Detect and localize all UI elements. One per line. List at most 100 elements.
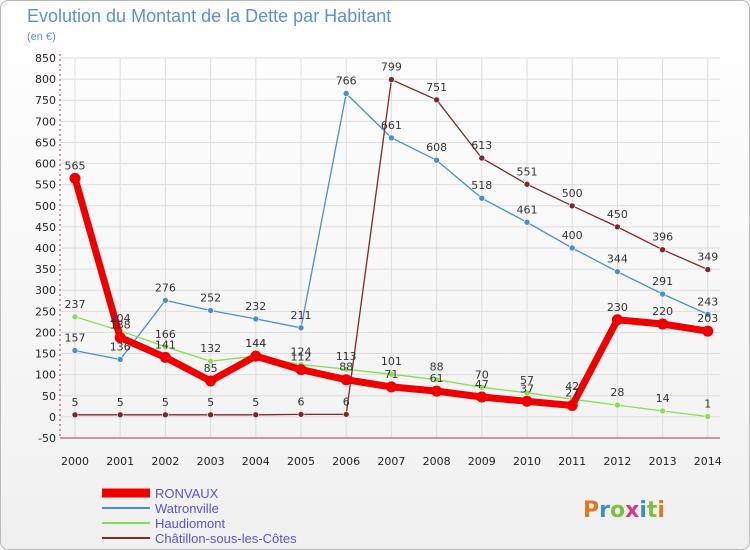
data-point-haudiomont [342, 365, 350, 373]
x-tick-label: 2004 [242, 455, 270, 468]
data-point-ronvaux [295, 364, 307, 376]
data-point-ch-tillon-sous-les-c-tes [704, 266, 712, 273]
data-point-ronvaux [385, 381, 397, 393]
x-tick-label: 2008 [423, 455, 451, 468]
data-point-watronville [297, 324, 305, 332]
data-label-watronville: 661 [381, 119, 402, 132]
data-label-watronville: 243 [697, 295, 718, 308]
x-tick-label: 2002 [151, 455, 179, 468]
data-label-ronvaux: 188 [110, 319, 131, 332]
y-tick-label: 600 [35, 158, 56, 171]
data-label-haudiomont: 144 [245, 337, 266, 350]
data-label-ronvaux: 565 [65, 159, 86, 172]
data-point-ronvaux [340, 374, 352, 386]
data-label-watronville: 136 [110, 340, 131, 353]
y-tick-label: 150 [35, 348, 56, 361]
data-label-haudiomont: 14 [656, 392, 670, 405]
data-label-ch-tillon-sous-les-c-tes: 5 [162, 396, 169, 409]
data-label-ronvaux: 88 [339, 361, 353, 374]
data-point-watronville [614, 268, 621, 275]
data-label-ch-tillon-sous-les-c-tes: 799 [381, 61, 402, 74]
data-point-watronville [116, 356, 124, 363]
data-label-watronville: 252 [200, 291, 221, 304]
data-point-ch-tillon-sous-les-c-tes [297, 411, 305, 418]
data-point-haudiomont [207, 357, 214, 365]
data-point-watronville [342, 90, 350, 97]
data-point-haudiomont [614, 401, 621, 409]
x-tick-label: 2007 [377, 455, 405, 468]
proxiti-logo-letter: P [583, 498, 599, 523]
y-tick-label: 0 [49, 411, 56, 424]
data-label-ronvaux: 37 [520, 382, 534, 395]
series-layer [69, 76, 714, 420]
data-label-ch-tillon-sous-les-c-tes: 5 [207, 396, 214, 409]
x-tick-label: 2014 [694, 455, 722, 468]
data-label-haudiomont: 42 [565, 380, 579, 393]
data-point-ch-tillon-sous-les-c-tes [568, 202, 576, 210]
proxiti-logo-letter: i [639, 498, 647, 523]
data-label-layer: 1571362762522322117666616085184614003442… [65, 61, 719, 411]
data-label-haudiomont: 124 [291, 346, 312, 359]
y-tick-label: 750 [35, 94, 56, 107]
data-label-ch-tillon-sous-les-c-tes: 5 [252, 396, 259, 409]
data-label-watronville: 291 [652, 275, 673, 288]
axis-layer: -50 0 50 100 150 200 250 300 350 400 450 500 550 600 6… [35, 52, 722, 468]
data-point-watronville [568, 244, 576, 252]
data-point-ch-tillon-sous-les-c-tes [342, 411, 350, 418]
data-label-watronville: 157 [65, 332, 86, 345]
data-point-watronville [207, 307, 214, 314]
data-point-haudiomont [433, 376, 440, 384]
data-point-ch-tillon-sous-les-c-tes [433, 96, 440, 104]
proxiti-logo-letter: x [625, 498, 639, 523]
data-point-ch-tillon-sous-les-c-tes [523, 180, 531, 188]
data-label-ronvaux: 144 [245, 337, 266, 350]
data-point-watronville [704, 310, 712, 318]
y-tick-label: 250 [35, 305, 56, 318]
grid-layer [60, 57, 720, 439]
x-tick-label: 2001 [106, 455, 134, 468]
proxiti-logo-letter: o [610, 498, 625, 523]
proxiti-logo-text: Proxiti [583, 498, 665, 523]
y-tick-label: 200 [35, 326, 56, 339]
data-point-ronvaux [250, 350, 262, 362]
data-label-ch-tillon-sous-les-c-tes: 751 [426, 81, 447, 94]
data-point-watronville [478, 194, 486, 202]
data-point-ronvaux [566, 399, 578, 411]
data-label-ronvaux: 220 [652, 305, 673, 318]
data-label-watronville: 461 [517, 203, 538, 216]
data-point-ronvaux [431, 385, 443, 397]
data-label-ch-tillon-sous-les-c-tes: 551 [517, 165, 538, 178]
data-point-watronville [162, 297, 169, 304]
data-point-haudiomont [704, 413, 712, 420]
data-point-ch-tillon-sous-les-c-tes [388, 76, 395, 83]
data-label-ch-tillon-sous-les-c-tes: 5 [117, 396, 124, 409]
data-label-watronville: 608 [426, 141, 447, 154]
data-point-ch-tillon-sous-les-c-tes [162, 411, 169, 419]
y-tick-label: 800 [35, 73, 56, 86]
data-label-ronvaux: 141 [155, 338, 176, 351]
data-point-haudiomont [659, 407, 666, 415]
data-label-ch-tillon-sous-les-c-tes: 450 [607, 208, 628, 221]
data-point-ronvaux [205, 375, 217, 387]
data-label-ch-tillon-sous-les-c-tes: 6 [343, 395, 350, 408]
y-tick-label: 650 [35, 136, 56, 149]
data-point-ronvaux [611, 314, 623, 326]
data-label-haudiomont: 237 [65, 298, 86, 311]
data-point-watronville [433, 156, 440, 164]
data-label-watronville: 211 [291, 309, 312, 322]
data-label-ronvaux: 71 [384, 368, 398, 381]
data-point-ch-tillon-sous-les-c-tes [478, 154, 486, 162]
data-label-haudiomont: 101 [381, 355, 402, 368]
data-label-ronvaux: 61 [430, 372, 444, 385]
data-point-ronvaux [114, 332, 126, 344]
data-point-ronvaux [159, 351, 171, 363]
data-label-watronville: 766 [336, 74, 357, 87]
y-tick-label: 550 [35, 179, 56, 192]
data-label-ch-tillon-sous-les-c-tes: 6 [298, 395, 305, 408]
x-tick-label: 2006 [332, 455, 360, 468]
data-label-ronvaux: 112 [291, 351, 312, 364]
data-point-ronvaux [69, 172, 81, 184]
x-tick-label: 2003 [197, 455, 225, 468]
y-tick-label: 100 [35, 369, 56, 382]
